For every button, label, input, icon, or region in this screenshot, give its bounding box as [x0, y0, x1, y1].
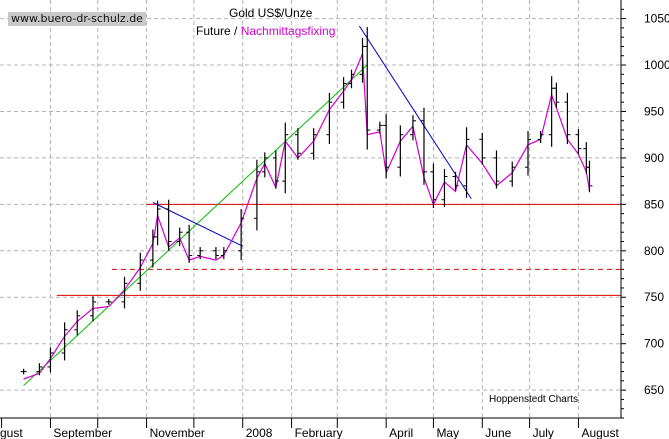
subtitle-future: Future /: [196, 24, 238, 38]
price-bar: [47, 347, 54, 373]
price-bar: [348, 69, 355, 89]
y-tick-label: 800: [644, 244, 664, 258]
price-bar: [176, 227, 183, 247]
y-tick-labels: 650 700 750 800 850 900 950 1000 1050: [644, 12, 669, 398]
price-bar: [441, 169, 448, 208]
price-bar: [359, 38, 366, 83]
fixing-series: [23, 53, 591, 380]
price-bar: [137, 252, 144, 291]
watermark: www.buero-dr-schulz.de: [8, 12, 146, 26]
price-bar: [89, 296, 96, 322]
price-bar: [282, 122, 289, 194]
price-bar: [409, 115, 416, 141]
x-tick-label: 2008: [246, 426, 273, 439]
price-bar: [121, 276, 128, 309]
x-tick-label: September: [53, 426, 112, 439]
credit: Hoppenstedt Charts: [489, 394, 578, 405]
x-tick-label: June: [485, 426, 511, 439]
x-tick-label: August: [581, 426, 619, 439]
price-bar: [376, 121, 383, 134]
price-bar: [383, 114, 390, 179]
price-bar: [197, 247, 204, 260]
y-tick-label: 1050: [644, 12, 669, 26]
y-tick-label: 750: [644, 290, 664, 304]
chart-title: Gold US$/Unze: [229, 6, 313, 20]
x-tick-label: February: [295, 426, 343, 439]
price-bar: [36, 363, 43, 376]
x-tick-label: July: [533, 426, 554, 439]
x-tick-label: May: [436, 426, 459, 439]
price-bar: [165, 199, 172, 251]
price-bar: [294, 128, 301, 160]
downtrend-line: [152, 202, 243, 247]
price-bar: [61, 322, 68, 361]
price-bar: [272, 150, 279, 189]
price-bar: [74, 310, 81, 336]
price-bar: [340, 77, 347, 109]
price-bar: [154, 200, 161, 246]
y-tick-label: 650: [644, 383, 664, 397]
price-bar: [463, 127, 470, 198]
x-tick-label: gust: [0, 426, 23, 439]
price-bar: [261, 152, 268, 178]
price-bar: [493, 150, 500, 189]
price-bar: [537, 130, 544, 144]
price-bar: [553, 82, 560, 108]
price-bar: [212, 247, 219, 260]
y-tick-label: 850: [644, 197, 664, 211]
price-bar: [238, 209, 245, 261]
axes: [0, 0, 626, 428]
chart-subtitle: Future / Nachmittagsfixing: [196, 24, 335, 38]
y-tick-label: 1000: [644, 58, 669, 72]
price-bar: [525, 130, 532, 176]
support-lines: [56, 203, 621, 296]
x-tick-label: November: [150, 426, 205, 439]
price-bar: [397, 125, 404, 177]
price-bar: [326, 92, 333, 144]
price-bar: [20, 368, 27, 375]
price-bar: [586, 160, 593, 193]
price-bar: [509, 161, 516, 187]
price-bar: [430, 163, 437, 209]
trend-lines: [23, 25, 472, 386]
x-tick-labels: gust September November 2008 February April Ma…: [0, 426, 619, 439]
price-bar: [310, 128, 317, 160]
price-bar: [575, 129, 582, 155]
price-bar: [105, 299, 112, 305]
grid-layer: [0, 0, 621, 418]
future-series: [20, 26, 593, 376]
price-bar: [452, 171, 459, 191]
price-bar: [364, 26, 371, 150]
y-tick-label: 950: [644, 104, 664, 118]
price-bar: [420, 107, 427, 185]
subtitle-fixing: Nachmittagsfixing: [240, 24, 336, 38]
price-bar: [220, 247, 227, 260]
y-tick-label: 700: [644, 337, 664, 351]
price-bar: [479, 132, 486, 165]
uptrend-line: [23, 64, 368, 386]
fixing-line: [23, 53, 591, 380]
price-bar: [186, 224, 193, 263]
y-tick-label: 900: [644, 151, 664, 165]
price-bar: [564, 92, 571, 144]
downtrend-line: [358, 25, 472, 200]
price-bar: [253, 159, 260, 231]
x-tick-label: April: [389, 426, 413, 439]
